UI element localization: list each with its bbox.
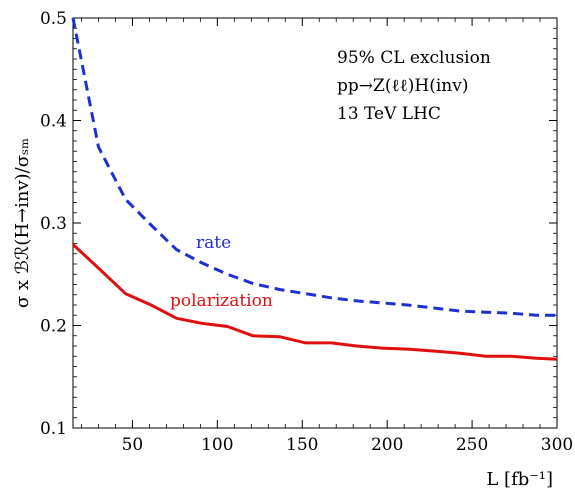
- x-tick-label: 200: [371, 435, 403, 455]
- data-point-rate: [355, 299, 358, 302]
- x-tick-label: 300: [541, 435, 573, 455]
- y-tick-label: 0.1: [40, 419, 67, 439]
- data-point-polarization: [304, 341, 307, 344]
- series-layer: [72, 17, 559, 361]
- data-point-rate: [279, 288, 282, 291]
- y-tick-label: 0.2: [40, 317, 67, 337]
- data-point-rate: [226, 273, 229, 276]
- data-point-rate: [201, 262, 204, 265]
- y-tick-label: 0.4: [40, 112, 67, 132]
- data-point-polarization: [406, 348, 409, 351]
- series-label-polarization: polarization: [170, 291, 273, 311]
- data-point-polarization: [97, 267, 100, 270]
- plot-frame: [73, 18, 557, 428]
- data-point-rate: [510, 312, 513, 315]
- data-point-polarization: [381, 347, 384, 350]
- data-point-rate: [330, 296, 333, 299]
- data-point-polarization: [355, 345, 358, 348]
- data-point-rate: [535, 314, 538, 317]
- data-point-rate: [406, 304, 409, 307]
- data-point-rate: [150, 224, 153, 227]
- data-point-polarization: [175, 317, 178, 320]
- data-point-rate: [484, 311, 487, 314]
- data-point-rate: [433, 307, 436, 310]
- annotation-line-2: pp→Z(ℓℓ)H(inv): [337, 76, 468, 96]
- data-point-polarization: [459, 352, 462, 355]
- data-point-polarization: [556, 358, 559, 361]
- data-point-rate: [72, 17, 75, 20]
- y-axis-title: σ x ℬℛ(H→inv)/σₛₘ: [12, 138, 33, 308]
- series-label-rate: rate: [196, 233, 231, 253]
- x-tick-label: 250: [456, 435, 488, 455]
- annotation-line-3: 13 TeV LHC: [337, 104, 441, 124]
- series-line-polarization: [73, 245, 557, 360]
- data-point-polarization: [150, 304, 153, 307]
- data-point-polarization: [484, 355, 487, 358]
- y-tick-label: 0.5: [40, 9, 67, 29]
- x-tick-label: 50: [122, 435, 144, 455]
- data-point-rate: [97, 146, 100, 149]
- data-point-polarization: [535, 357, 538, 360]
- data-point-polarization: [201, 322, 204, 325]
- x-tick-label: 150: [286, 435, 318, 455]
- tick-labels: 50 100 150 200 250 300 0.1 0.2 0.3 0.4 0.5: [40, 9, 573, 455]
- data-point-rate: [252, 282, 255, 285]
- data-point-rate: [124, 198, 127, 201]
- data-point-rate: [304, 292, 307, 295]
- data-point-polarization: [330, 341, 333, 344]
- data-point-rate: [381, 301, 384, 304]
- data-point-polarization: [124, 292, 127, 295]
- x-axis-title: L [fb⁻¹]: [486, 469, 553, 490]
- data-point-polarization: [279, 335, 282, 338]
- data-point-polarization: [510, 355, 513, 358]
- annotation-line-1: 95% CL exclusion: [337, 48, 491, 68]
- y-tick-label: 0.3: [40, 214, 67, 234]
- x-tick-label: 100: [201, 435, 233, 455]
- data-point-polarization: [226, 325, 229, 328]
- data-point-rate: [459, 310, 462, 313]
- ticks: [73, 18, 557, 428]
- data-point-polarization: [72, 243, 75, 246]
- data-point-rate: [556, 314, 559, 317]
- data-point-polarization: [433, 350, 436, 353]
- data-point-rate: [175, 248, 178, 251]
- data-point-polarization: [252, 334, 255, 337]
